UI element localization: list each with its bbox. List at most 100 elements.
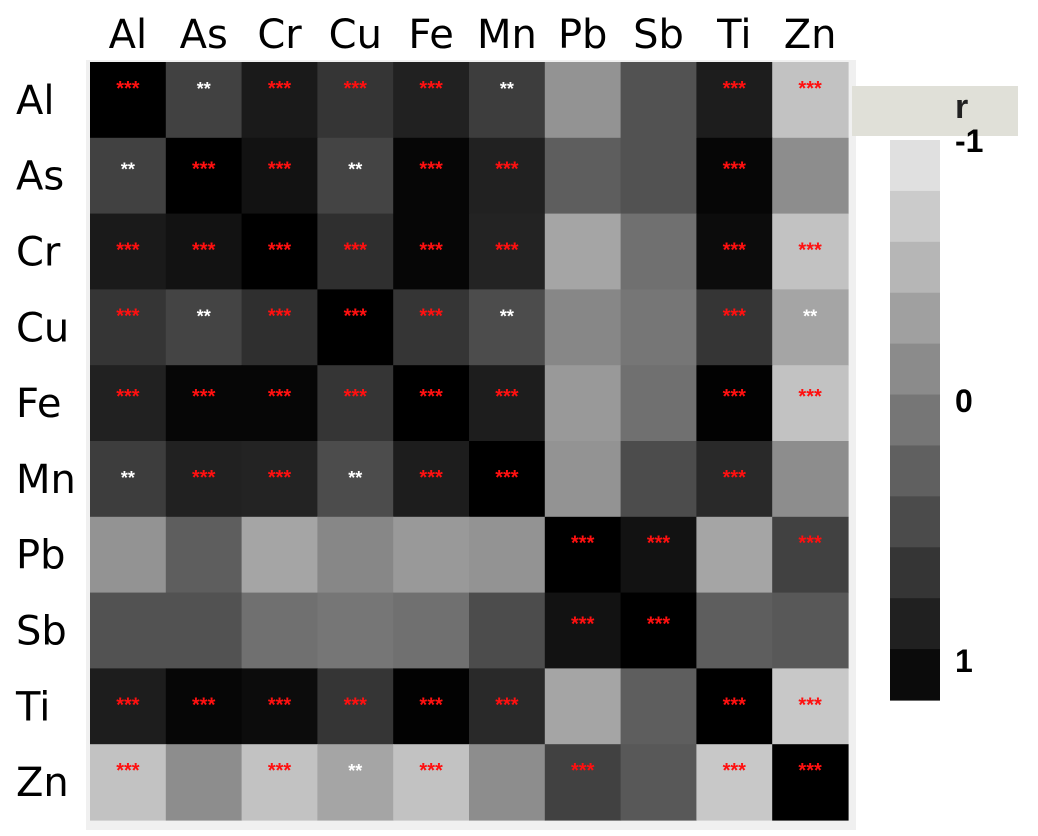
significance-marker: ***: [419, 760, 443, 782]
heatmap-cell-fe-zn: [772, 365, 849, 442]
heatmap-cell-fe-ti: [696, 365, 773, 442]
heatmap-cell-cu-zn: [772, 289, 849, 366]
column-label-al: Al: [109, 12, 147, 58]
heatmap-cell-cu-mn: [469, 289, 546, 366]
heatmap-cell-cu-ti: [696, 289, 773, 366]
heatmap-cell-sb-mn: [469, 592, 546, 669]
legend-tick-labels: -1 0 1: [955, 123, 983, 679]
significance-marker: ***: [571, 614, 595, 636]
row-label-cu: Cu: [16, 305, 69, 351]
heatmap-cell-al-cr: [241, 62, 318, 139]
legend-step: [890, 649, 940, 701]
heatmap-cell-zn-as: [165, 744, 243, 821]
significance-marker: **: [197, 79, 211, 99]
significance-marker: **: [348, 468, 362, 488]
heatmap-cell-ti-zn: [772, 668, 849, 745]
heatmap-cell-fe-as: [165, 365, 243, 442]
significance-marker: ***: [571, 533, 595, 555]
legend-step: [890, 241, 940, 294]
significance-marker: ***: [723, 386, 747, 408]
significance-marker: ***: [495, 694, 519, 716]
heatmap-cell-cr-fe: [393, 213, 470, 290]
heatmap-cells: [90, 62, 849, 821]
significance-marker: ***: [192, 159, 216, 181]
significance-marker: ***: [419, 694, 443, 716]
heatmap-cell-fe-sb: [620, 365, 697, 442]
legend-step: [890, 343, 940, 396]
heatmap-cell-pb-mn: [469, 516, 546, 594]
significance-marker: ***: [723, 240, 747, 262]
row-label-al: Al: [16, 78, 54, 124]
heatmap-cell-zn-sb: [620, 744, 697, 821]
heatmap-cell-al-mn: [469, 62, 546, 139]
heatmap-cell-al-al: [90, 62, 167, 139]
significance-marker: **: [197, 306, 211, 326]
significance-marker: ***: [495, 159, 519, 181]
legend-step: [890, 140, 940, 192]
significance-marker: ***: [116, 386, 140, 408]
column-label-mn: Mn: [477, 12, 537, 58]
heatmap-cell-ti-cu: [317, 668, 394, 745]
column-label-cu: Cu: [329, 12, 382, 58]
heatmap-cell-mn-mn: [469, 441, 546, 518]
significance-marker: ***: [268, 467, 292, 489]
significance-marker: ***: [571, 760, 595, 782]
significance-marker: ***: [192, 240, 216, 262]
heatmap-cell-zn-zn: [772, 744, 849, 821]
row-label-fe: Fe: [16, 381, 61, 427]
row-labels: Al As Cr Cu Fe Mn Pb Sb Ti Zn: [15, 78, 76, 806]
heatmap-cell-sb-cu: [317, 592, 394, 669]
heatmap-cell-pb-al: [90, 516, 167, 594]
heatmap-cell-zn-ti: [696, 744, 773, 821]
heatmap-cell-pb-cr: [241, 516, 318, 594]
legend-step: [890, 445, 940, 497]
heatmap-cell-as-ti: [696, 137, 773, 215]
legend-tick-label: 1: [955, 643, 973, 679]
significance-marker: ***: [723, 78, 747, 100]
significance-marker: ***: [268, 305, 292, 327]
heatmap-cell-mn-cu: [317, 441, 394, 518]
significance-marker: ***: [723, 467, 747, 489]
significance-marker: ***: [116, 694, 140, 716]
heatmap-cell-mn-fe: [393, 441, 470, 518]
heatmap-cell-cr-mn: [469, 213, 546, 290]
significance-marker: ***: [798, 386, 822, 408]
heatmap-cell-mn-zn: [772, 441, 849, 518]
legend-tick-label: -1: [955, 123, 983, 159]
heatmap-cell-as-pb: [544, 137, 622, 215]
heatmap-cell-as-cu: [317, 137, 394, 215]
legend-step: [890, 547, 940, 599]
significance-marker: ***: [647, 614, 671, 636]
legend-step: [890, 496, 940, 548]
significance-marker: ***: [798, 533, 822, 555]
significance-marker: ***: [419, 159, 443, 181]
heatmap-cell-cr-as: [165, 213, 243, 290]
heatmap-cell-al-fe: [393, 62, 470, 139]
significance-marker: **: [500, 306, 514, 326]
heatmap-cell-cu-cu: [317, 289, 394, 366]
heatmap-cell-pb-zn: [772, 516, 849, 594]
heatmap-cell-mn-ti: [696, 441, 773, 518]
significance-marker: ***: [268, 159, 292, 181]
heatmap-cell-zn-mn: [469, 744, 546, 821]
heatmap-cell-ti-al: [90, 668, 167, 745]
significance-marker: ***: [116, 760, 140, 782]
heatmap-cell-sb-fe: [393, 592, 470, 669]
significance-marker: ***: [268, 386, 292, 408]
heatmap-cell-fe-cu: [317, 365, 394, 442]
significance-marker: ***: [495, 467, 519, 489]
legend-title-background: [852, 86, 1018, 136]
heatmap-cell-sb-zn: [772, 592, 849, 669]
significance-marker: ***: [647, 533, 671, 555]
significance-marker: ***: [344, 694, 368, 716]
heatmap-cell-as-al: [90, 137, 167, 215]
column-label-fe: Fe: [408, 12, 453, 58]
legend-step: [890, 598, 940, 650]
significance-marker: **: [803, 306, 817, 326]
significance-marker: ***: [192, 467, 216, 489]
significance-marker: ***: [116, 78, 140, 100]
heatmap-cell-cr-zn: [772, 213, 849, 290]
legend-title: r: [955, 88, 968, 126]
row-label-mn: Mn: [16, 457, 76, 503]
